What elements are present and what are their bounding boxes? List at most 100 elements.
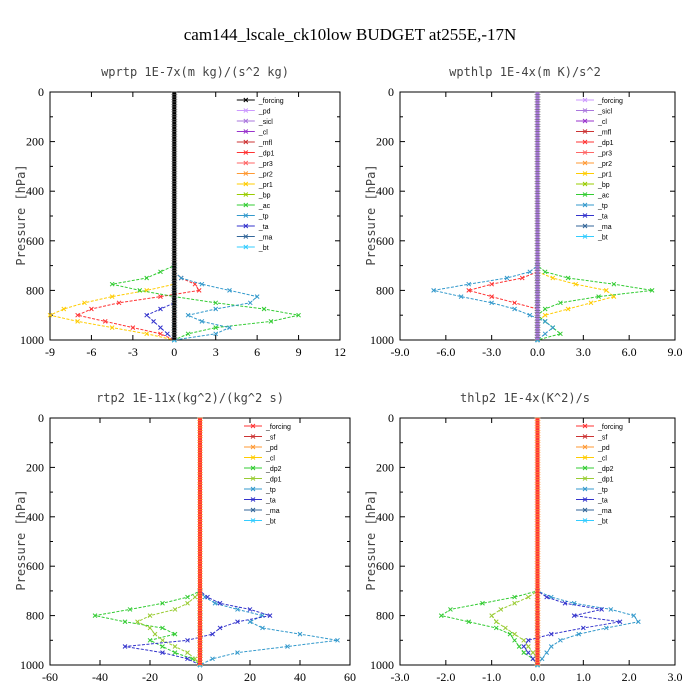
- legend-marker: [582, 108, 588, 113]
- data-point: [152, 631, 158, 637]
- legend-label: _ma: [597, 508, 612, 515]
- data-point: [335, 637, 340, 643]
- data-point: [185, 656, 190, 662]
- data-point: [247, 607, 253, 612]
- data-point: [213, 325, 219, 330]
- data-point: [539, 656, 545, 662]
- data-point: [254, 294, 260, 299]
- data-point: [109, 281, 115, 287]
- data-point: [489, 613, 495, 618]
- x-tick-label: -6.0: [436, 345, 455, 359]
- y-tick-label: 800: [376, 609, 394, 623]
- data-point: [489, 281, 495, 287]
- data-point: [489, 300, 495, 306]
- data-point: [527, 312, 533, 318]
- y-tick-label: 800: [26, 283, 44, 297]
- panel-wpthlp: wpthlp 1E-4x(m K)/s^2 Pressure [hPa] 0 20…: [364, 65, 683, 359]
- legend-marker: [243, 171, 249, 176]
- legend-label: _ac: [597, 193, 610, 200]
- legend-marker: [582, 139, 588, 145]
- series-line: [537, 418, 640, 666]
- x-tick-label: 0.0: [530, 345, 545, 359]
- data-point: [580, 625, 586, 631]
- legend-marker: [250, 507, 256, 513]
- data-point: [160, 637, 165, 643]
- legend-label: _dp1: [265, 477, 282, 484]
- data-point: [297, 631, 303, 637]
- legend-label: _sf: [265, 435, 275, 442]
- data-point: [489, 294, 495, 299]
- y-tick-label: 200: [376, 460, 394, 474]
- legend-label: _tp: [258, 214, 269, 221]
- legend-label: _bt: [265, 519, 276, 526]
- series-line: [94, 418, 201, 666]
- data-point: [530, 650, 536, 656]
- legend-marker: [243, 97, 249, 103]
- data-point: [205, 594, 210, 600]
- series-line: [76, 92, 200, 341]
- data-point: [516, 644, 522, 649]
- x-tick-label: -3: [128, 345, 138, 359]
- x-tick-label: 0.0: [530, 670, 545, 684]
- x-tick-label: -3.0: [391, 670, 410, 684]
- series-line: [490, 418, 538, 665]
- x-tick-label: 40: [294, 670, 306, 684]
- y-tick-label: 0: [38, 411, 44, 425]
- data-point: [512, 600, 517, 606]
- data-point: [268, 319, 274, 324]
- legend-marker: [582, 213, 588, 218]
- data-point: [160, 644, 165, 649]
- x-tick-label: 20: [244, 670, 256, 684]
- series-line: [136, 418, 201, 666]
- data-point: [603, 288, 609, 293]
- data-point: [512, 306, 517, 312]
- data-point: [519, 275, 525, 281]
- data-point: [158, 325, 163, 330]
- x-tick-label: -6: [86, 345, 96, 359]
- data-point: [571, 613, 577, 618]
- legend-marker: [582, 518, 588, 523]
- legend-marker: [243, 244, 249, 250]
- data-point: [466, 281, 472, 287]
- panel-title: wpthlp 1E-4x(m K)/s^2: [449, 65, 601, 79]
- x-tick-label: 12: [334, 345, 346, 359]
- data-point: [160, 600, 165, 606]
- data-point: [458, 294, 464, 299]
- data-point: [466, 619, 472, 625]
- legend-marker: [582, 118, 588, 124]
- data-point: [147, 613, 153, 618]
- y-tick-label: 200: [26, 135, 44, 149]
- data-point: [542, 331, 548, 337]
- legend-marker: [243, 202, 249, 208]
- y-tick-label: 800: [26, 609, 44, 623]
- data-point: [608, 607, 614, 612]
- legend-marker: [243, 213, 249, 218]
- plot-frame: [49, 91, 341, 341]
- data-point: [596, 294, 601, 299]
- data-point: [550, 275, 556, 281]
- data-point: [558, 637, 563, 643]
- legend-label: _pr3: [258, 161, 273, 168]
- x-tick-label: 0: [171, 345, 177, 359]
- legend-label: _cl: [265, 456, 275, 463]
- y-tick-label: 800: [376, 283, 394, 297]
- y-tick-label: 600: [376, 559, 394, 573]
- data-point: [217, 625, 223, 631]
- x-tick-label: 6: [254, 345, 260, 359]
- series-line: [536, 92, 653, 341]
- data-point: [611, 294, 617, 299]
- data-point: [247, 300, 253, 306]
- legend-marker: [250, 476, 256, 481]
- series-line: [145, 92, 175, 341]
- data-point: [144, 331, 150, 337]
- legend-marker: [250, 486, 256, 492]
- legend-marker: [582, 160, 588, 166]
- x-tick-label: -1.0: [482, 670, 501, 684]
- data-point: [213, 306, 219, 312]
- legend-marker: [243, 118, 249, 124]
- series-line: [124, 418, 271, 666]
- data-point: [144, 312, 150, 318]
- legend-label: _tp: [265, 487, 276, 494]
- data-point: [544, 594, 550, 600]
